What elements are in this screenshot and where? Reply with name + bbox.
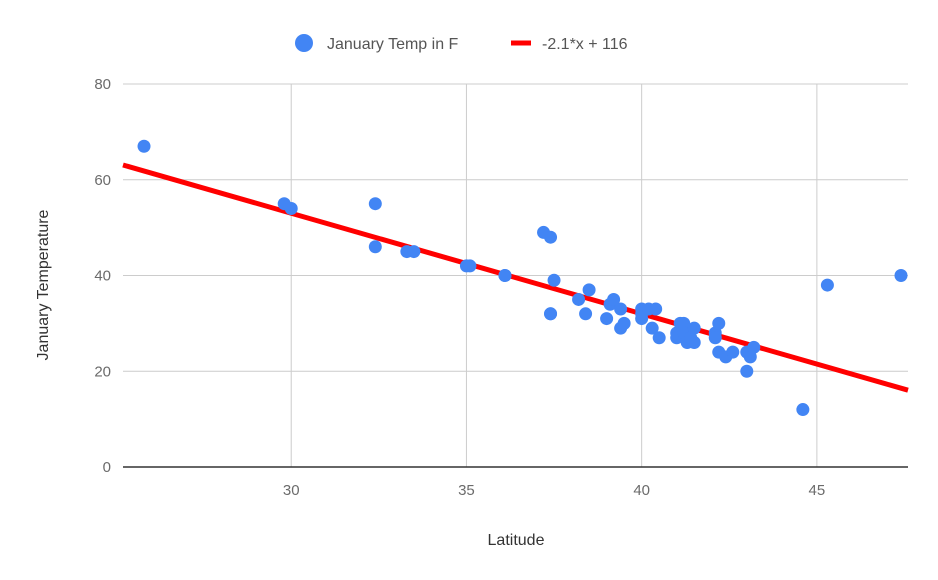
data-point: [368, 197, 382, 211]
data-point: [747, 340, 761, 354]
x-axis-title: Latitude: [488, 532, 545, 549]
data-point: [547, 273, 561, 287]
data-point: [544, 307, 558, 321]
trendline: [122, 162, 909, 393]
data-point: [894, 269, 908, 282]
data-point: [614, 302, 628, 316]
data-point: [368, 240, 382, 254]
data-point: [677, 316, 691, 330]
data-point: [726, 345, 740, 359]
y-tick-label: 60: [94, 172, 111, 189]
data-point: [600, 312, 614, 326]
gridlines: [123, 83, 908, 467]
data-point: [407, 245, 421, 259]
data-point: [649, 302, 663, 316]
legend-point-swatch: [295, 34, 313, 52]
data-point: [498, 269, 512, 282]
data-point: [740, 364, 754, 378]
y-tick-label: 20: [94, 363, 111, 380]
axes: 0 20 40 60 80 30 35 40 45: [94, 76, 908, 499]
y-tick-label: 0: [103, 459, 111, 476]
data-point: [645, 321, 659, 335]
data-point: [582, 283, 596, 297]
data-point: [607, 292, 621, 306]
x-tick-label: 45: [809, 482, 826, 499]
data-point: [572, 292, 586, 306]
data-point: [579, 307, 593, 321]
x-tick-label: 35: [458, 482, 475, 499]
y-axis-title: January Temperature: [35, 209, 52, 360]
data-point: [463, 259, 477, 273]
x-tick-label: 30: [283, 482, 300, 499]
data-point: [617, 316, 631, 330]
legend-label-points: January Temp in F: [327, 36, 459, 53]
scatter-points: [137, 139, 908, 417]
legend-label-trendline: -2.1*x + 116: [542, 36, 628, 53]
data-point: [687, 336, 701, 350]
trendline-layer: [122, 162, 909, 393]
data-point: [652, 331, 666, 345]
data-point: [708, 331, 722, 345]
data-point: [820, 278, 834, 292]
y-tick-label: 80: [94, 76, 111, 93]
data-point: [712, 316, 726, 330]
legend: January Temp in F -2.1*x + 116: [295, 34, 628, 53]
y-tick-label: 40: [94, 268, 111, 285]
data-point: [544, 230, 558, 244]
data-point: [687, 321, 701, 335]
data-point: [137, 139, 151, 153]
data-point: [796, 403, 810, 417]
x-tick-label: 40: [633, 482, 650, 499]
data-point: [284, 201, 298, 215]
